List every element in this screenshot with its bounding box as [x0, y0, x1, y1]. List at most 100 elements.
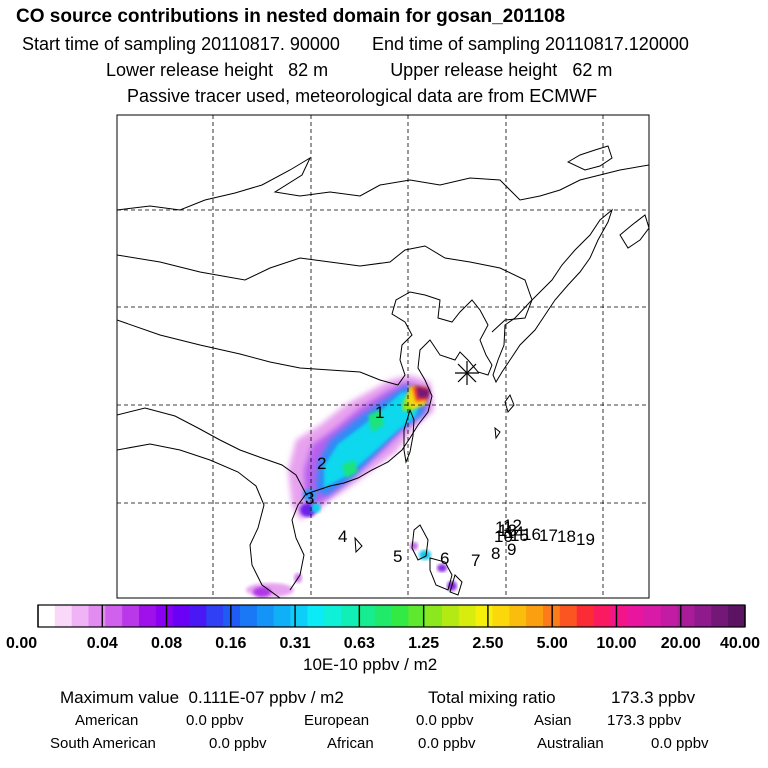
region-value: 0.0 ppbv	[186, 712, 244, 729]
source-label: 8	[491, 544, 500, 563]
source-label: 16	[522, 525, 541, 544]
colorbar-tick-label: 2.50	[472, 635, 503, 652]
colorbar-swatch	[172, 605, 190, 627]
colorbar-tick-label: 40.00	[720, 635, 760, 652]
source-label: 17	[539, 526, 558, 545]
colorbar-swatch	[71, 605, 89, 627]
region-label: American	[75, 712, 139, 729]
source-label: 9	[507, 540, 516, 559]
colorbar-swatch	[526, 605, 544, 627]
coastlines	[117, 145, 649, 598]
colorbar-tick-label: 0.04	[87, 635, 118, 652]
colorbar-swatch	[273, 605, 291, 627]
colorbar-tick-label: 1.25	[408, 635, 439, 652]
colorbar-swatch	[644, 605, 662, 627]
colorbar-swatch	[559, 605, 578, 627]
colorbar-swatch	[475, 605, 493, 627]
colorbar-swatch	[240, 605, 258, 627]
colorbar-swatch	[155, 605, 174, 627]
colorbar-swatch	[425, 605, 443, 627]
colorbar-swatch	[492, 605, 510, 627]
colorbar-swatch	[728, 605, 746, 627]
colorbar-swatch	[391, 605, 409, 627]
colorbar-swatch	[189, 605, 207, 627]
colorbar-swatch	[660, 605, 679, 627]
total-mixing-value: 173.3 ppbv	[611, 688, 696, 707]
region-label: Australian	[537, 735, 604, 752]
source-label: 15	[510, 526, 529, 545]
source-label: 11	[495, 518, 513, 537]
max-value-label: Maximum value	[60, 688, 180, 707]
region-value: 0.0 ppbv	[651, 735, 709, 752]
colorbar-swatch	[88, 605, 106, 627]
upper-release-value: 62 m	[572, 60, 613, 80]
colorbar-swatch	[256, 605, 275, 627]
region-label: Asian	[534, 712, 572, 729]
colorbar-swatch	[610, 605, 628, 627]
colorbar-swatch	[122, 605, 140, 627]
colorbar-tick-label: 0.63	[344, 635, 375, 652]
source-label: 18	[557, 527, 576, 546]
source-label: 1	[375, 403, 384, 422]
colorbar-tick-label: 0.00	[6, 635, 37, 652]
total-mixing-ratio: Total mixing ratio	[428, 688, 556, 708]
colorbar-swatch	[357, 605, 376, 627]
colorbar-swatch	[38, 605, 56, 627]
colorbar-swatch	[593, 605, 611, 627]
max-value: Maximum value 0.111E-07 ppbv / m2	[60, 688, 344, 708]
colorbar-tick-label: 0.08	[151, 635, 182, 652]
colorbar-swatch	[408, 605, 426, 627]
colorbar-swatch	[206, 605, 224, 627]
max-value-number: 0.111E-07 ppbv / m2	[188, 688, 344, 707]
source-label: 2	[317, 454, 326, 473]
upper-release-label: Upper release height	[390, 60, 558, 80]
source-label: 7	[471, 551, 480, 570]
total-mixing-label: Total mixing ratio	[428, 688, 556, 707]
colorbar-swatch	[442, 605, 460, 627]
map-frame	[116, 114, 650, 599]
lat-lon-grid	[117, 115, 649, 598]
tracer-note: Passive tracer used, meteorological data…	[127, 86, 598, 106]
colorbar-swatch	[627, 605, 645, 627]
release-heights: Lower release height 82 m Upper release …	[106, 60, 612, 81]
source-label: 5	[393, 547, 402, 566]
colorbar-swatch	[509, 605, 527, 627]
colorbar-swatch	[711, 605, 729, 627]
lower-release-label: Lower release height	[106, 60, 274, 80]
source-label: 4	[338, 527, 347, 546]
colorbar-tick-label: 20.00	[661, 635, 701, 652]
region-label: African	[327, 735, 374, 752]
colorbar-swatch	[290, 605, 308, 627]
source-label: 12	[503, 516, 522, 535]
end-time-label: End time of sampling	[371, 34, 541, 54]
colorbar-swatch	[105, 605, 123, 627]
region-value: 0.0 ppbv	[209, 735, 267, 752]
concentration-plume	[246, 375, 457, 597]
region-label: European	[304, 712, 370, 729]
colorbar-tick-label: 0.16	[215, 635, 246, 652]
colorbar-tick-label: 10.00	[596, 635, 636, 652]
colorbar-swatch	[341, 605, 359, 627]
colorbar-swatch	[54, 605, 73, 627]
colorbar-swatch	[374, 605, 392, 627]
source-label: 19	[576, 530, 595, 549]
source-label: 3	[305, 489, 314, 508]
colorbar-swatch	[307, 605, 325, 627]
start-time-value: 20110817. 90000	[201, 34, 340, 54]
colorbar-ticks: 0.00 0.04 0.08 0.16 0.31 0.63 1.25 2.50 5.00 10.0…	[6, 605, 760, 652]
source-label: 10	[494, 527, 513, 546]
lower-release-value: 82 m	[288, 60, 329, 80]
sampling-times: Start time of sampling 20110817. 90000 E…	[22, 34, 689, 55]
colorbar-tick-label: 0.31	[280, 635, 311, 652]
colorbar-swatch	[576, 605, 594, 627]
region-value: 0.0 ppbv	[416, 712, 474, 729]
region-value: 0.0 ppbv	[418, 735, 476, 752]
colorbar-swatch	[458, 605, 477, 627]
colorbar	[38, 605, 746, 627]
colorbar-swatch	[324, 605, 342, 627]
end-time-value: 20110817.120000	[545, 34, 689, 54]
source-region-labels: 1 2 3 4 5 6 7 8 9 10 11 12 13 14 15 16 1…	[305, 403, 595, 570]
colorbar-unit: 10E-10 ppbv / m2	[303, 655, 438, 674]
colorbar-swatch	[694, 605, 712, 627]
